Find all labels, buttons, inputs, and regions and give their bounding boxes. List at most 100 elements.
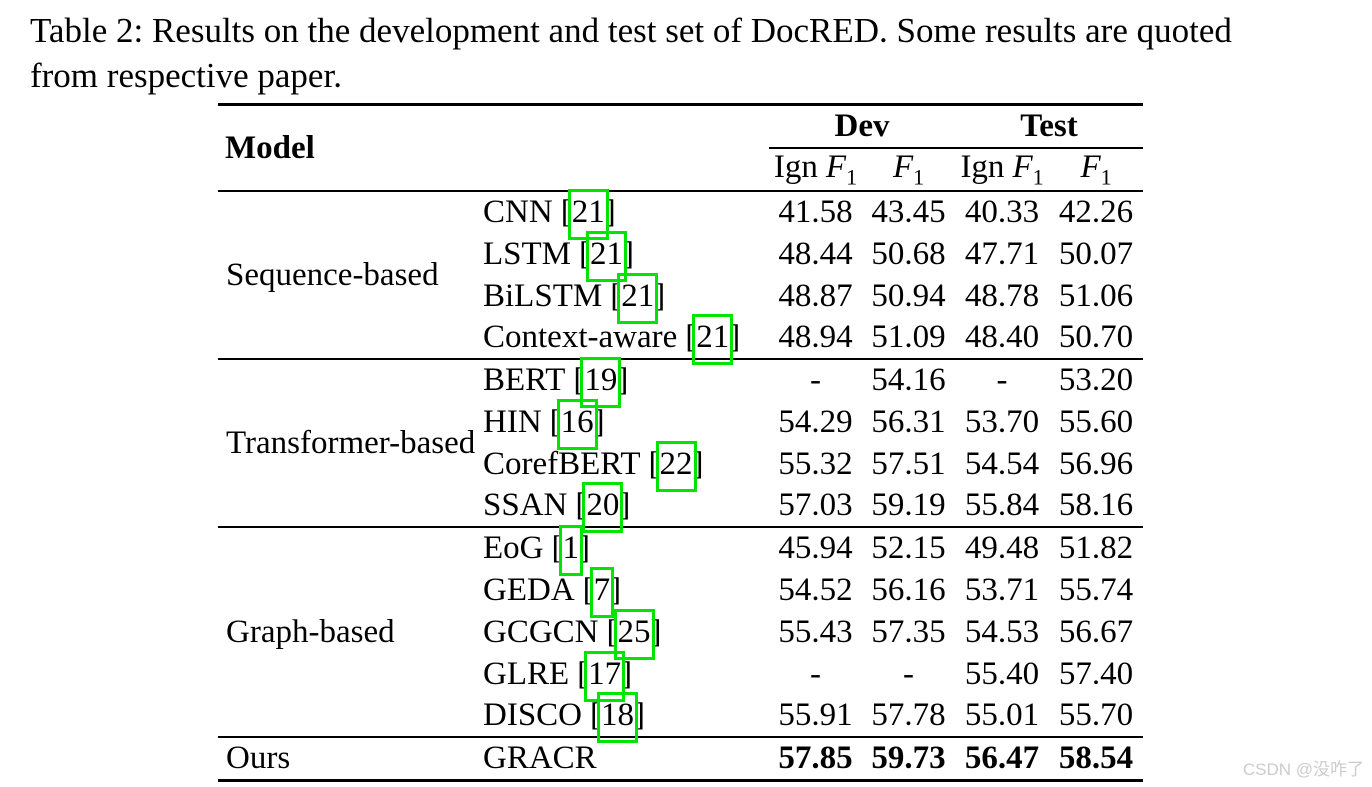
col-header-dev-f1: F1 (862, 147, 956, 193)
metric-cell: - (810, 655, 822, 692)
citation-link[interactable]: 22 (655, 440, 697, 492)
category-cell: Ours (226, 739, 291, 776)
citation-bracket: [ (579, 235, 591, 272)
model-cell: GLRE [17] (483, 650, 769, 702)
table-row: GEDA [7] 54.52 56.16 53.71 55.74 (218, 566, 1143, 618)
f1-label: F (825, 148, 847, 185)
model-cell: GEDA [7] (483, 566, 769, 618)
model-cell: CNN [21] (483, 189, 769, 241)
header-row-groups: Model Dev Test (218, 104, 1144, 193)
metric-cell: 55.43 (778, 613, 853, 650)
metric-cell: 48.40 (964, 319, 1040, 356)
citation-bracket: [ (606, 613, 618, 650)
metric-cell: 53.70 (964, 403, 1040, 440)
group-sequence-based: Sequence-based CNN [21] 41.58 43.45 40.33… (218, 189, 1144, 366)
table-row: BiLSTM [21] 48.87 50.94 48.78 51.06 (218, 272, 1143, 324)
citation-link[interactable]: 19 (580, 357, 622, 409)
citation-link[interactable]: 16 (556, 398, 598, 450)
citation-bracket: ] (729, 319, 741, 356)
citation-bracket: [ (685, 319, 697, 356)
citation-bracket: [ (573, 362, 585, 399)
citation-bracket: ] (621, 655, 633, 692)
model-cell: SSAN [20] (483, 482, 769, 534)
model-cell: BiLSTM [21] (483, 272, 769, 324)
citation-bracket: ] (650, 613, 662, 650)
metric-cell: 59.19 (871, 487, 946, 524)
metric-cell: - (903, 655, 915, 692)
metric-cell: 55.40 (964, 655, 1040, 692)
table-header: Model Dev Test Ign F1 F1 Ign F1 F1 (218, 104, 1144, 193)
caption-line-2: from respective paper. (30, 56, 342, 95)
metric-cell: 55.70 (1058, 697, 1134, 734)
model-name: GRACR (483, 739, 597, 776)
table-row: Graph-based EoG [1] 45.94 52.15 49.48 51.… (218, 525, 1143, 650)
model-cell: LSTM [21] (483, 230, 769, 282)
metric-cell: 55.60 (1058, 403, 1134, 440)
metric-cell: 40.33 (964, 194, 1040, 231)
model-cell: BERT [19] (483, 357, 769, 409)
category-cell: Transformer-based (226, 424, 476, 461)
table-row: Transformer-based BERT [19] - 54.16 - 53.… (218, 357, 1143, 461)
citation-link[interactable]: 17 (584, 650, 626, 702)
citation-bracket: ] (692, 445, 704, 482)
citation-bracket: ] (604, 194, 616, 231)
table-row: LSTM [21] 48.44 50.68 47.71 50.07 (218, 230, 1143, 282)
citation-bracket: ] (610, 571, 622, 608)
table-row: Context-aware [21] 48.94 51.09 48.40 50.7… (218, 314, 1143, 366)
model-cell: Context-aware [21] (483, 314, 769, 366)
metric-cell: 50.70 (1058, 319, 1134, 356)
metric-cell: 57.85 (778, 739, 853, 776)
metric-cell: 54.29 (778, 403, 853, 440)
group-transformer-based: Transformer-based BERT [19] - 54.16 - 53.… (218, 357, 1144, 534)
table-row: GLRE [17] - - 55.40 57.40 (218, 650, 1143, 702)
citation-link[interactable]: 18 (597, 692, 639, 744)
metric-cell: 54.52 (778, 571, 853, 608)
metric-cell: 56.47 (964, 739, 1040, 776)
model-cell: CorefBERT [22] (483, 440, 769, 492)
col-header-test-f1: F1 (1049, 147, 1144, 193)
metric-cell: 57.40 (1058, 655, 1134, 692)
metric-cell: 59.73 (871, 739, 946, 776)
metric-cell: 48.78 (964, 277, 1040, 314)
model-name: HIN (483, 403, 542, 440)
metric-cell: 53.20 (1058, 362, 1134, 399)
metric-cell: 55.91 (778, 697, 853, 734)
citation-link[interactable]: 21 (692, 314, 734, 366)
citation-link[interactable]: 7 (589, 566, 614, 618)
citation-bracket: [ (610, 277, 622, 314)
results-table: Model Dev Test Ign F1 F1 Ign F1 F1 Sequenc… (218, 103, 1144, 782)
model-cell: GCGCN [25] (483, 608, 769, 660)
citation-link[interactable]: 21 (617, 272, 659, 324)
f1-subscript: 1 (846, 164, 858, 190)
f1-label: F (892, 148, 914, 185)
citation-bracket: ] (619, 487, 631, 524)
group-graph-based: Graph-based EoG [1] 45.94 52.15 49.48 51.… (218, 525, 1144, 744)
metric-cell: 58.16 (1058, 487, 1134, 524)
model-name: EoG (483, 530, 544, 567)
model-name: GEDA (483, 571, 575, 608)
metric-cell: 55.84 (964, 487, 1040, 524)
model-name: SSAN (483, 487, 568, 524)
metric-cell: 57.78 (871, 697, 946, 734)
model-name: BERT (483, 362, 566, 399)
citation-link[interactable]: 1 (558, 525, 583, 577)
metric-cell: 57.03 (778, 487, 853, 524)
metric-cell: 52.15 (871, 530, 946, 567)
citation-link[interactable]: 20 (582, 482, 624, 534)
col-header-dev: Dev (769, 104, 956, 149)
metric-cell: 58.54 (1058, 739, 1134, 776)
category-cell: Graph-based (226, 613, 395, 650)
metric-cell: - (810, 362, 822, 399)
citation-bracket: [ (551, 530, 563, 567)
citation-link[interactable]: 25 (613, 608, 655, 660)
citation-bracket: [ (590, 697, 602, 734)
metric-cell: 56.96 (1058, 445, 1134, 482)
citation-link[interactable]: 21 (567, 189, 609, 241)
metric-cell: 50.94 (871, 277, 946, 314)
metric-cell: 55.32 (778, 445, 853, 482)
col-header-model: Model (218, 104, 770, 193)
citation-link[interactable]: 21 (586, 230, 628, 282)
citation-bracket: [ (577, 655, 589, 692)
metric-cell: 54.53 (964, 613, 1040, 650)
header-row-metrics: Ign F1 F1 Ign F1 F1 (218, 147, 1144, 193)
